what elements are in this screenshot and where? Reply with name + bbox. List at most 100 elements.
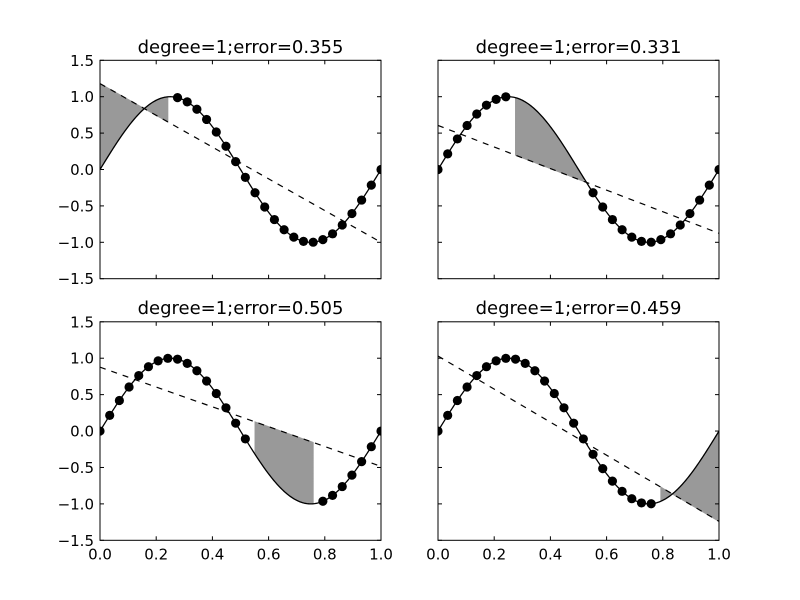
training-point: [347, 470, 357, 480]
subplot-4: 0.0 0.2 0.4 0.6 0.8 1.0 degree=1;error=0.459: [426, 298, 731, 563]
training-point: [298, 236, 309, 246]
training-point: [221, 403, 231, 413]
training-point: [559, 403, 569, 413]
x-tick-label: 0.2: [144, 545, 168, 563]
training-point: [192, 366, 202, 376]
training-point: [163, 353, 173, 363]
training-point: [452, 395, 462, 406]
true-function-curve: [438, 357, 719, 505]
training-point: [250, 188, 260, 198]
y-tick-label: 0.5: [70, 125, 94, 143]
y-tick-label: −1.5: [58, 270, 94, 288]
training-point: [231, 157, 241, 167]
training-point: [588, 188, 598, 198]
training-point: [472, 109, 482, 119]
training-point: [481, 100, 492, 110]
training-point: [134, 370, 144, 381]
training-point: [481, 362, 492, 372]
x-tick-label: 1.0: [707, 545, 731, 563]
training-point: [231, 418, 241, 428]
fit-line: [100, 366, 381, 467]
training-point: [221, 141, 231, 151]
x-tick-label: 0.2: [482, 545, 506, 563]
training-point: [443, 410, 453, 420]
true-function-curve: [100, 96, 381, 243]
training-point: [617, 486, 627, 496]
true-function-curve: [438, 96, 719, 243]
y-tick-label: 1.0: [70, 88, 94, 106]
training-point: [124, 382, 134, 392]
y-tick-label: −1.0: [58, 495, 94, 513]
training-point: [578, 434, 588, 444]
training-point: [443, 149, 453, 159]
x-tick-label: 0.6: [257, 545, 281, 563]
y-tick-label: −0.5: [58, 459, 94, 477]
held-out-error-region: [515, 96, 584, 182]
training-point: [105, 410, 115, 420]
training-point: [201, 114, 212, 125]
x-tick-label: 1.0: [369, 545, 393, 563]
training-point: [607, 214, 618, 225]
y-tick-label: 1.0: [70, 350, 94, 368]
training-point: [347, 208, 357, 219]
training-point: [636, 236, 647, 246]
training-point: [289, 232, 299, 242]
training-point: [143, 362, 154, 372]
training-point: [598, 202, 608, 212]
plot-area: [100, 83, 381, 247]
training-point: [211, 127, 221, 137]
y-tick-label: 1.5: [70, 313, 94, 331]
subplot-title: degree=1;error=0.355: [138, 37, 344, 58]
y-tick-label: −1.0: [58, 234, 94, 252]
training-point: [472, 370, 482, 381]
training-point: [318, 235, 328, 245]
training-point: [357, 195, 367, 205]
training-point: [260, 202, 270, 212]
y-tick-label: 0.0: [70, 161, 94, 179]
training-point: [646, 499, 656, 509]
training-point: [337, 481, 347, 492]
training-point: [201, 376, 212, 386]
x-tick-label: 0.0: [426, 545, 450, 563]
training-point: [357, 457, 367, 467]
subplot-3: 0.0 0.2 0.4 0.6 0.8 1.0 1.5 1.0 0.5 0.0 −0.5 −1.0 −1…: [58, 298, 393, 563]
training-point: [308, 237, 318, 247]
subplot-title: degree=1;error=0.459: [476, 298, 682, 319]
training-point: [617, 225, 627, 235]
training-point: [114, 395, 124, 406]
training-point: [462, 382, 472, 392]
training-point: [279, 225, 289, 235]
training-point: [627, 232, 637, 242]
training-point: [172, 93, 183, 103]
fit-line: [438, 124, 719, 234]
x-tick-label: 0.0: [88, 545, 112, 563]
training-point: [598, 463, 608, 474]
training-point: [627, 494, 637, 504]
training-point: [501, 353, 511, 363]
y-tick-label: −1.5: [58, 532, 94, 550]
plot-area: [438, 353, 719, 522]
plot-area: [100, 353, 381, 506]
training-point: [646, 237, 656, 247]
training-point: [656, 235, 666, 245]
y-tick-label: 0.5: [70, 386, 94, 404]
training-point: [327, 229, 338, 239]
training-point: [510, 354, 521, 364]
y-tick-label: 1.5: [70, 52, 94, 70]
training-point: [549, 388, 559, 399]
training-point: [704, 180, 714, 190]
training-point: [153, 356, 163, 366]
y-tick-label: −0.5: [58, 197, 94, 215]
training-point: [539, 376, 550, 386]
training-point: [588, 449, 598, 459]
subplot-2: degree=1;error=0.331: [437, 37, 720, 280]
fit-line: [100, 83, 381, 243]
training-point: [491, 94, 501, 104]
training-point: [530, 366, 540, 376]
training-point: [366, 180, 376, 190]
training-point: [501, 92, 511, 102]
fit-line: [438, 355, 719, 522]
training-point: [366, 442, 376, 452]
x-tick-label: 0.8: [651, 545, 675, 563]
subplot-1: 1.5 1.0 0.5 0.0 −0.5 −1.0 −1.5 degree=1;error=0…: [58, 37, 382, 288]
